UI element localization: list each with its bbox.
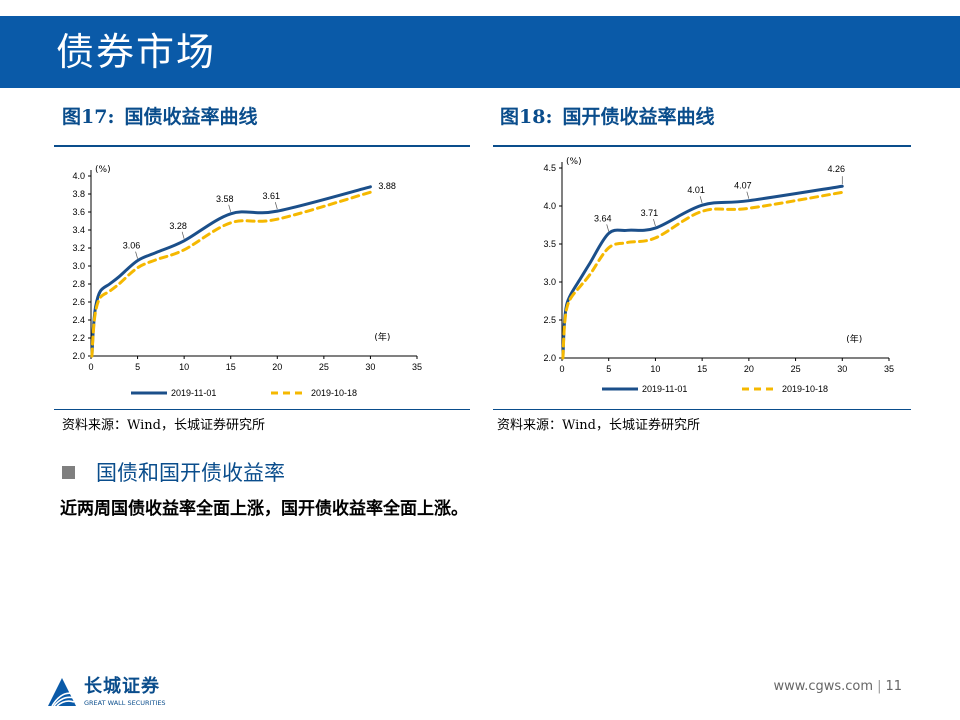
page-title: 债券市场 — [56, 30, 217, 74]
data-label: 3.64 — [594, 213, 612, 223]
chart-treasury-yield-curve: 2.0 2.2 2.4 2.6 2.8 3.0 3.2 3.4 3.6 3.8 4.0 0 5 10 15 2… — [72, 165, 422, 398]
legend-entry: 2019-10-18 — [782, 384, 828, 394]
x-tick-label: 30 — [837, 364, 847, 374]
x-tick-label: 0 — [88, 362, 93, 372]
x-tick-label: 35 — [412, 362, 422, 372]
x-tick-label: 30 — [365, 362, 375, 372]
x-tick-label: 0 — [559, 364, 564, 374]
data-label: 3.61 — [263, 191, 281, 201]
figure-18-name: 国开债收益率曲线 — [562, 106, 715, 128]
figure-18-title: 图18: 国开债收益率曲线 — [500, 104, 714, 130]
figure-17-title: 图17: 国债收益率曲线 — [62, 104, 257, 130]
figure-17-name: 国债收益率曲线 — [124, 106, 258, 128]
annotation-leader — [653, 218, 656, 227]
logo-chinese-name: 长城证券 — [84, 676, 160, 697]
y-tick-label: 3.5 — [543, 239, 556, 249]
annotation-leader — [274, 202, 278, 210]
logo-english-name: GREAT WALL SECURITIES — [84, 699, 166, 707]
y-tick-label: 3.8 — [72, 189, 85, 199]
y-tick-label: 3.0 — [543, 277, 556, 287]
y-tick-label: 3.2 — [72, 243, 85, 253]
x-tick-label: 10 — [650, 364, 660, 374]
series-line-2019-10-18 — [561, 190, 844, 360]
great-wall-logo-icon — [48, 678, 76, 707]
figure-18-top-rule — [493, 145, 911, 147]
legend-entry: 2019-11-01 — [171, 388, 216, 398]
y-unit-label: (%) — [95, 165, 111, 175]
chart-cdb-yield-curve: 2.0 2.5 3.0 3.5 4.0 4.5 0 5 10 15 20 25 30 35 (%) (年) 3.… — [543, 157, 894, 394]
x-tick-label: 15 — [697, 364, 707, 374]
footer-url[interactable]: www.cgws.com — [773, 679, 874, 694]
y-tick-label: 2.4 — [72, 315, 85, 325]
figure-18-bottom-rule — [493, 409, 911, 410]
legend-entry: 2019-11-01 — [642, 384, 687, 394]
y-tick-label: 2.6 — [72, 297, 85, 307]
annotation-leader — [228, 204, 232, 212]
annotation-leader — [606, 224, 610, 232]
data-label: 3.58 — [216, 194, 234, 204]
figure-18-label: 图18: — [500, 106, 553, 128]
series-line-2019-11-01 — [561, 184, 844, 360]
y-tick-label: 2.8 — [72, 279, 85, 289]
x-tick-label: 15 — [226, 362, 236, 372]
x-unit-label: (年) — [846, 333, 862, 345]
series-line-2019-10-18 — [90, 190, 372, 358]
x-tick-label: 25 — [791, 364, 801, 374]
figure-17-top-rule — [54, 145, 470, 147]
y-tick-label: 3.6 — [72, 207, 85, 217]
figure-18-source: 资料来源：Wind，长城证券研究所 — [497, 418, 700, 433]
legend-entry: 2019-10-18 — [311, 388, 357, 398]
bullet-square-icon — [62, 466, 75, 479]
company-logo: 长城证券 GREAT WALL SECURITIES — [46, 676, 186, 710]
annotation-leader — [181, 231, 185, 239]
figure-17-label: 图17: — [62, 106, 115, 128]
x-tick-label: 10 — [179, 362, 189, 372]
x-tick-label: 25 — [319, 362, 329, 372]
header-bar: 债券市场 — [0, 16, 960, 88]
y-tick-label: 4.5 — [543, 163, 556, 173]
annotation-leader — [135, 251, 138, 259]
data-label: 4.01 — [687, 185, 705, 195]
data-label: 3.88 — [378, 181, 396, 191]
data-label: 3.71 — [641, 208, 659, 218]
y-tick-label: 3.0 — [72, 261, 85, 271]
data-label: 4.26 — [828, 164, 846, 174]
annotation-leader — [699, 196, 703, 204]
x-tick-label: 5 — [606, 364, 611, 374]
y-tick-label: 3.4 — [72, 225, 85, 235]
section-body: 近两周国债收益率全面上涨，国开债收益率全面上涨。 — [60, 499, 468, 519]
y-tick-label: 2.2 — [72, 333, 85, 343]
x-tick-label: 35 — [884, 364, 894, 374]
y-tick-label: 4.0 — [72, 171, 85, 181]
x-unit-label: (年) — [374, 331, 390, 343]
x-tick-label: 20 — [272, 362, 282, 372]
page-number: 11 — [885, 679, 902, 694]
y-tick-label: 4.0 — [543, 201, 556, 211]
data-label: 3.06 — [123, 241, 141, 251]
x-tick-label: 5 — [135, 362, 140, 372]
y-tick-label: 2.0 — [543, 353, 556, 363]
annotation-leader — [746, 191, 750, 199]
figure-17-bottom-rule — [54, 409, 470, 410]
y-unit-label: (%) — [566, 157, 582, 167]
footer: www.cgws.com | 11 — [773, 679, 902, 694]
data-label: 4.07 — [734, 181, 752, 191]
y-tick-label: 2.5 — [543, 315, 556, 325]
x-tick-label: 20 — [744, 364, 754, 374]
figure-17-source: 资料来源：Wind，长城证券研究所 — [62, 418, 265, 433]
y-tick-label: 2.0 — [72, 351, 85, 361]
section-heading: 国债和国开债收益率 — [96, 461, 285, 485]
data-label: 3.28 — [169, 221, 187, 231]
